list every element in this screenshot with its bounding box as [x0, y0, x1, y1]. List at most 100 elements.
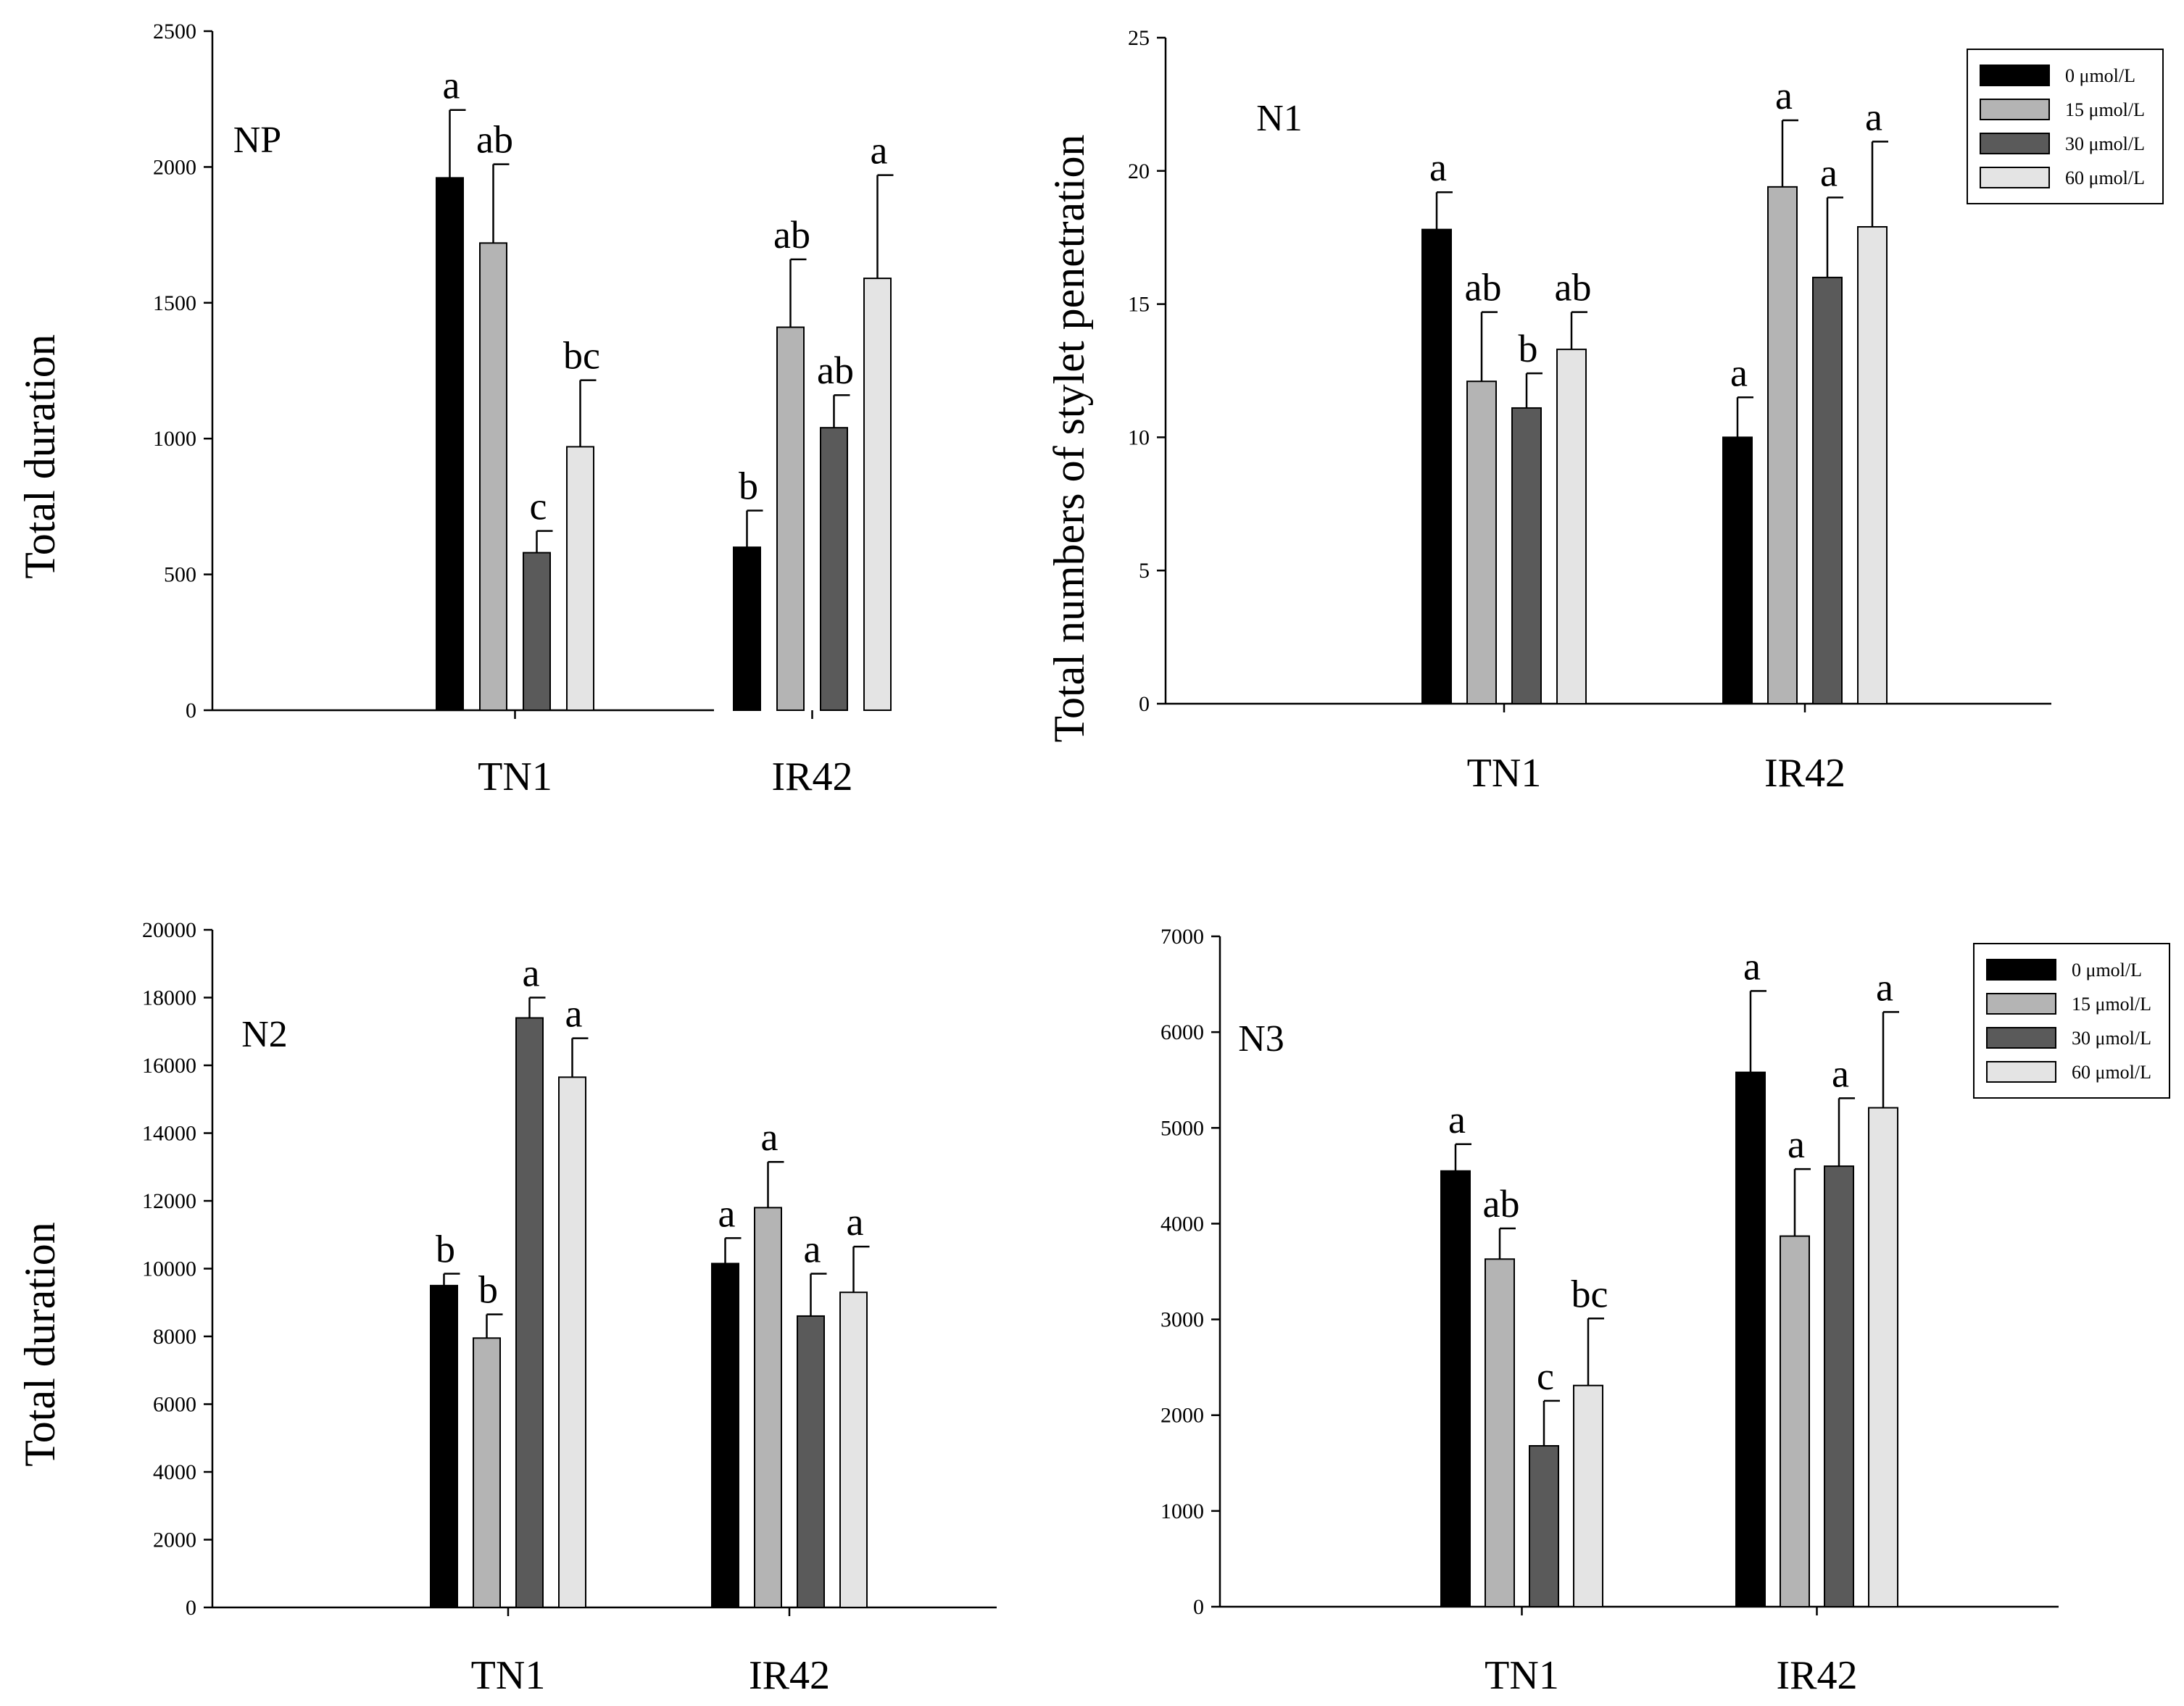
bar — [1722, 436, 1753, 705]
y-tick-label: 15 — [1128, 293, 1150, 317]
y-tick-label: 20000 — [142, 918, 196, 942]
bar — [1824, 1165, 1854, 1607]
panel-title: N2 — [241, 1014, 288, 1055]
bar — [479, 242, 507, 711]
y-tick-label: 25 — [1128, 26, 1150, 50]
bar — [430, 1284, 458, 1608]
bar — [566, 446, 594, 711]
significance-label: ab — [817, 349, 854, 392]
x-tick-label: IR42 — [749, 1653, 830, 1698]
x-tick-label: TN1 — [1485, 1653, 1559, 1698]
significance-label: ab — [773, 213, 810, 257]
bar — [820, 427, 848, 711]
y-tick-label: 4000 — [153, 1460, 196, 1484]
significance-label: a — [804, 1228, 821, 1271]
significance-label: a — [1832, 1052, 1849, 1095]
y-tick-label: 12000 — [142, 1189, 196, 1213]
x-tick-label: IR42 — [1764, 751, 1845, 796]
legend-swatch — [1980, 167, 2050, 188]
y-tick-label: 6000 — [153, 1393, 196, 1417]
significance-label: a — [1865, 95, 1882, 138]
y-tick-label: 2000 — [153, 155, 196, 179]
significance-label: a — [1429, 146, 1447, 189]
bar — [515, 1017, 544, 1609]
significance-label: a — [1820, 151, 1838, 195]
y-tick-label: 500 — [164, 563, 196, 587]
y-tick-label: 10 — [1128, 425, 1150, 449]
y-tick-label: 0 — [1193, 1595, 1204, 1619]
bar — [776, 326, 805, 712]
y-tick-label: 1000 — [1160, 1499, 1204, 1523]
bar — [1780, 1235, 1810, 1608]
bar — [558, 1076, 586, 1609]
legend: 0 μmol/L 15 μmol/L 30 μmol/L 60 μmol/L — [1973, 943, 2170, 1099]
bar — [1812, 276, 1843, 704]
y-tick-label: 16000 — [142, 1054, 196, 1078]
x-tick-label: TN1 — [478, 754, 552, 799]
bar — [1421, 228, 1452, 704]
x-tick-label: IR42 — [772, 754, 853, 799]
significance-label: a — [1730, 351, 1748, 394]
legend-swatch — [1986, 959, 2056, 981]
legend-swatch — [1980, 99, 2050, 120]
bar — [1440, 1170, 1471, 1607]
legend-label: 60 μmol/L — [2072, 1062, 2151, 1083]
bar — [1556, 349, 1587, 704]
significance-label: b — [739, 465, 758, 508]
significance-label: a — [565, 992, 583, 1036]
significance-label: b — [436, 1228, 455, 1271]
legend-label: 15 μmol/L — [2065, 99, 2145, 120]
legend-label: 30 μmol/L — [2065, 133, 2145, 154]
significance-label: a — [761, 1115, 778, 1159]
legend-label: 0 μmol/L — [2072, 960, 2142, 981]
significance-label: ab — [1483, 1182, 1520, 1226]
bar — [1868, 1107, 1898, 1608]
x-tick-label: TN1 — [471, 1653, 546, 1698]
significance-label: a — [1788, 1123, 1805, 1166]
significance-label: b — [1519, 327, 1538, 370]
legend-swatch — [1986, 1061, 2056, 1083]
y-tick-label: 2500 — [153, 20, 196, 43]
y-tick-label: 8000 — [153, 1325, 196, 1349]
bar — [1573, 1384, 1603, 1607]
y-tick-label: 0 — [1139, 692, 1150, 716]
bar — [1735, 1071, 1766, 1607]
y-tick-label: 0 — [186, 699, 196, 723]
bar — [1485, 1258, 1515, 1607]
significance-label: a — [1448, 1098, 1466, 1141]
y-tick-label: 2000 — [1160, 1404, 1204, 1428]
significance-label: a — [1775, 74, 1793, 117]
panel-title: NP — [233, 120, 281, 161]
bar — [839, 1291, 868, 1608]
significance-label: c — [530, 485, 547, 528]
bar — [863, 278, 892, 711]
bar — [436, 177, 464, 711]
x-tick-label: IR42 — [1777, 1653, 1858, 1698]
legend-label: 30 μmol/L — [2072, 1028, 2151, 1049]
significance-label: ab — [1465, 266, 1502, 309]
y-tick-label: 0 — [186, 1596, 196, 1620]
significance-label: a — [1743, 944, 1761, 988]
significance-label: bc — [1571, 1272, 1608, 1315]
legend-label: 60 μmol/L — [2065, 167, 2145, 188]
legend-swatch — [1986, 993, 2056, 1015]
significance-label: b — [478, 1268, 498, 1312]
y-tick-label: 5 — [1139, 559, 1150, 583]
bar — [1529, 1445, 1559, 1607]
x-tick-label: TN1 — [1467, 751, 1542, 796]
y-axis-label: Total numbers of stylet penetration — [1045, 135, 1093, 743]
y-tick-label: 5000 — [1160, 1116, 1204, 1140]
y-tick-label: 7000 — [1160, 925, 1204, 949]
significance-label: ab — [476, 118, 513, 162]
legend-swatch — [1986, 1027, 2056, 1049]
panel-title: N1 — [1256, 98, 1303, 139]
y-tick-label: 18000 — [142, 986, 196, 1010]
y-tick-label: 10000 — [142, 1257, 196, 1281]
bar — [523, 552, 551, 712]
legend-label: 0 μmol/L — [2065, 65, 2135, 86]
y-tick-label: 4000 — [1160, 1212, 1204, 1236]
legend-swatch — [1980, 133, 2050, 154]
y-tick-label: 20 — [1128, 159, 1150, 183]
bar — [1767, 186, 1798, 704]
